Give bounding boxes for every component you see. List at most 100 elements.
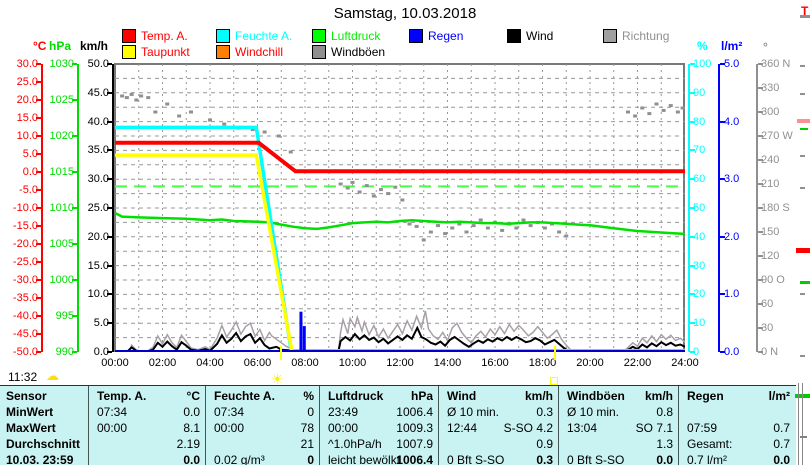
axis-tick-label: 60 xyxy=(693,173,706,186)
axis-tick xyxy=(758,207,763,209)
legend-label: Taupunkt xyxy=(141,45,190,59)
axis-tick-label: 40 xyxy=(693,230,706,243)
legend-label: Regen xyxy=(428,29,464,43)
legend-label: Windböen xyxy=(331,45,386,59)
table-cell-value: 8.1 xyxy=(183,421,200,435)
axis-tick xyxy=(36,117,41,119)
axis-tick xyxy=(107,322,112,325)
axis-tick-label: 10.0 xyxy=(87,288,109,301)
x-axis-label: 00:00 xyxy=(101,357,129,369)
axis-tick xyxy=(36,243,41,245)
table-col-unit: km/h xyxy=(644,389,673,403)
table-cell-value: 1006.4 xyxy=(396,453,433,465)
legend-item-feuchte-a-[interactable]: Feuchte A. xyxy=(216,29,292,43)
axis-tick xyxy=(758,351,763,353)
axis-line-temp-axis xyxy=(41,64,43,352)
axis-header-direction-axis: ° xyxy=(763,40,768,54)
axis-tick-label: 2.0 xyxy=(724,230,740,243)
table-cell-value: 1009.3 xyxy=(396,421,433,435)
axis-tick xyxy=(36,207,41,209)
x-axis-label: 04:00 xyxy=(196,357,224,369)
axis-tick-label: 1030 xyxy=(49,58,74,70)
axis-tick-label: 70 xyxy=(693,144,706,157)
axis-tick xyxy=(690,207,695,209)
axis-tick-label: 0 N xyxy=(761,346,779,358)
legend-swatch-icon xyxy=(603,29,617,43)
next-panel-divider xyxy=(798,383,799,465)
axis-tick xyxy=(72,63,77,65)
next-panel-mark xyxy=(800,65,805,67)
axis-tick xyxy=(720,63,725,65)
legend-item-richtung[interactable]: Richtung xyxy=(603,29,669,43)
axis-tick xyxy=(36,297,41,299)
chart-canvas[interactable] xyxy=(115,64,685,352)
axis-tick-label: 20 xyxy=(693,288,706,301)
table-cell-text: 00:00 xyxy=(97,421,128,435)
table-col-unit: °C xyxy=(186,389,200,403)
axis-tick xyxy=(36,171,41,173)
page-title: Samstag, 10.03.2018 xyxy=(333,5,477,22)
axis-tick xyxy=(72,351,77,353)
axis-tick xyxy=(36,261,41,263)
axis-tick xyxy=(758,111,763,113)
axis-tick xyxy=(690,178,695,181)
axis-tick-label: 5.0 xyxy=(22,148,38,160)
table-cell-value: 0.9 xyxy=(536,437,553,451)
legend-item-windchill[interactable]: Windchill xyxy=(216,45,283,59)
axis-tick-label: -30.0 xyxy=(12,274,38,286)
table-col-unit: l/m² xyxy=(768,389,790,403)
x-axis-label: 18:00 xyxy=(528,357,557,369)
table-cell-value: 78 xyxy=(300,421,314,435)
axis-tick-label: 0.0 xyxy=(93,346,109,358)
axis-tick-label: 30 xyxy=(761,322,774,334)
legend-item-taupunkt[interactable]: Taupunkt xyxy=(122,45,190,59)
axis-tick-label: -5.0 xyxy=(19,184,38,196)
table-cell-value: 1006.4 xyxy=(396,405,433,419)
next-panel-mark xyxy=(796,248,810,253)
axis-tick xyxy=(36,333,41,335)
legend-swatch-icon xyxy=(507,29,521,43)
table-column-divider xyxy=(319,386,320,465)
axis-tick-label: 360 N xyxy=(761,58,791,70)
legend-item-luftdruck[interactable]: Luftdruck xyxy=(312,29,380,43)
axis-tick-label: 35.0 xyxy=(87,144,109,157)
table-row-label: MaxWert xyxy=(6,421,56,435)
axis-tick-label: 45.0 xyxy=(87,86,109,99)
legend-item-windb-en[interactable]: Windböen xyxy=(312,45,385,59)
axis-line-humidity-axis xyxy=(688,64,690,352)
legend-item-wind[interactable]: Wind xyxy=(507,29,553,43)
weather-cloud-icon: ☁ xyxy=(46,368,59,383)
axis-tick-label: -40.0 xyxy=(12,310,38,322)
table-cell-value: S-SO 4.2 xyxy=(503,421,553,435)
legend-item-regen[interactable]: Regen xyxy=(409,29,463,43)
axis-tick-label: 1025 xyxy=(49,94,74,106)
legend-item-temp-a-[interactable]: Temp. A. xyxy=(122,29,188,43)
clock-readout: 11:32 xyxy=(8,370,38,384)
axis-tick xyxy=(690,120,695,123)
axis-tick-label: 60 xyxy=(761,298,774,310)
table-col-header: Windböen xyxy=(567,389,625,403)
axis-tick-label: 0 xyxy=(693,346,700,358)
axis-tick-label: 120 xyxy=(761,250,780,262)
table-cell-value: 2.19 xyxy=(176,437,200,451)
axis-tick xyxy=(720,351,725,353)
x-axis-label: 22:00 xyxy=(623,357,652,369)
axis-tick xyxy=(36,153,41,155)
table-cell-value: 1.3 xyxy=(656,437,673,451)
legend-swatch-icon xyxy=(409,29,423,43)
table-cell-text: 07:34 xyxy=(97,405,128,419)
table-cell-value: 0.7 xyxy=(773,421,790,435)
next-panel-mark xyxy=(797,119,810,123)
axis-line-direction-axis xyxy=(756,64,758,352)
table-cell-value: 0.7 xyxy=(773,437,790,451)
axis-tick-label: 25.0 xyxy=(16,76,38,88)
axis-tick-label: 150 xyxy=(761,226,780,238)
axis-tick-label: 100 xyxy=(693,58,712,70)
axis-tick xyxy=(72,99,77,101)
legend-label: Temp. A. xyxy=(141,29,188,43)
next-panel-axis-label: T xyxy=(801,4,809,18)
x-axis-label: 10:00 xyxy=(338,357,367,369)
table-cell-text: 0 Bft S-SO xyxy=(567,453,625,465)
axis-tick xyxy=(72,315,77,317)
